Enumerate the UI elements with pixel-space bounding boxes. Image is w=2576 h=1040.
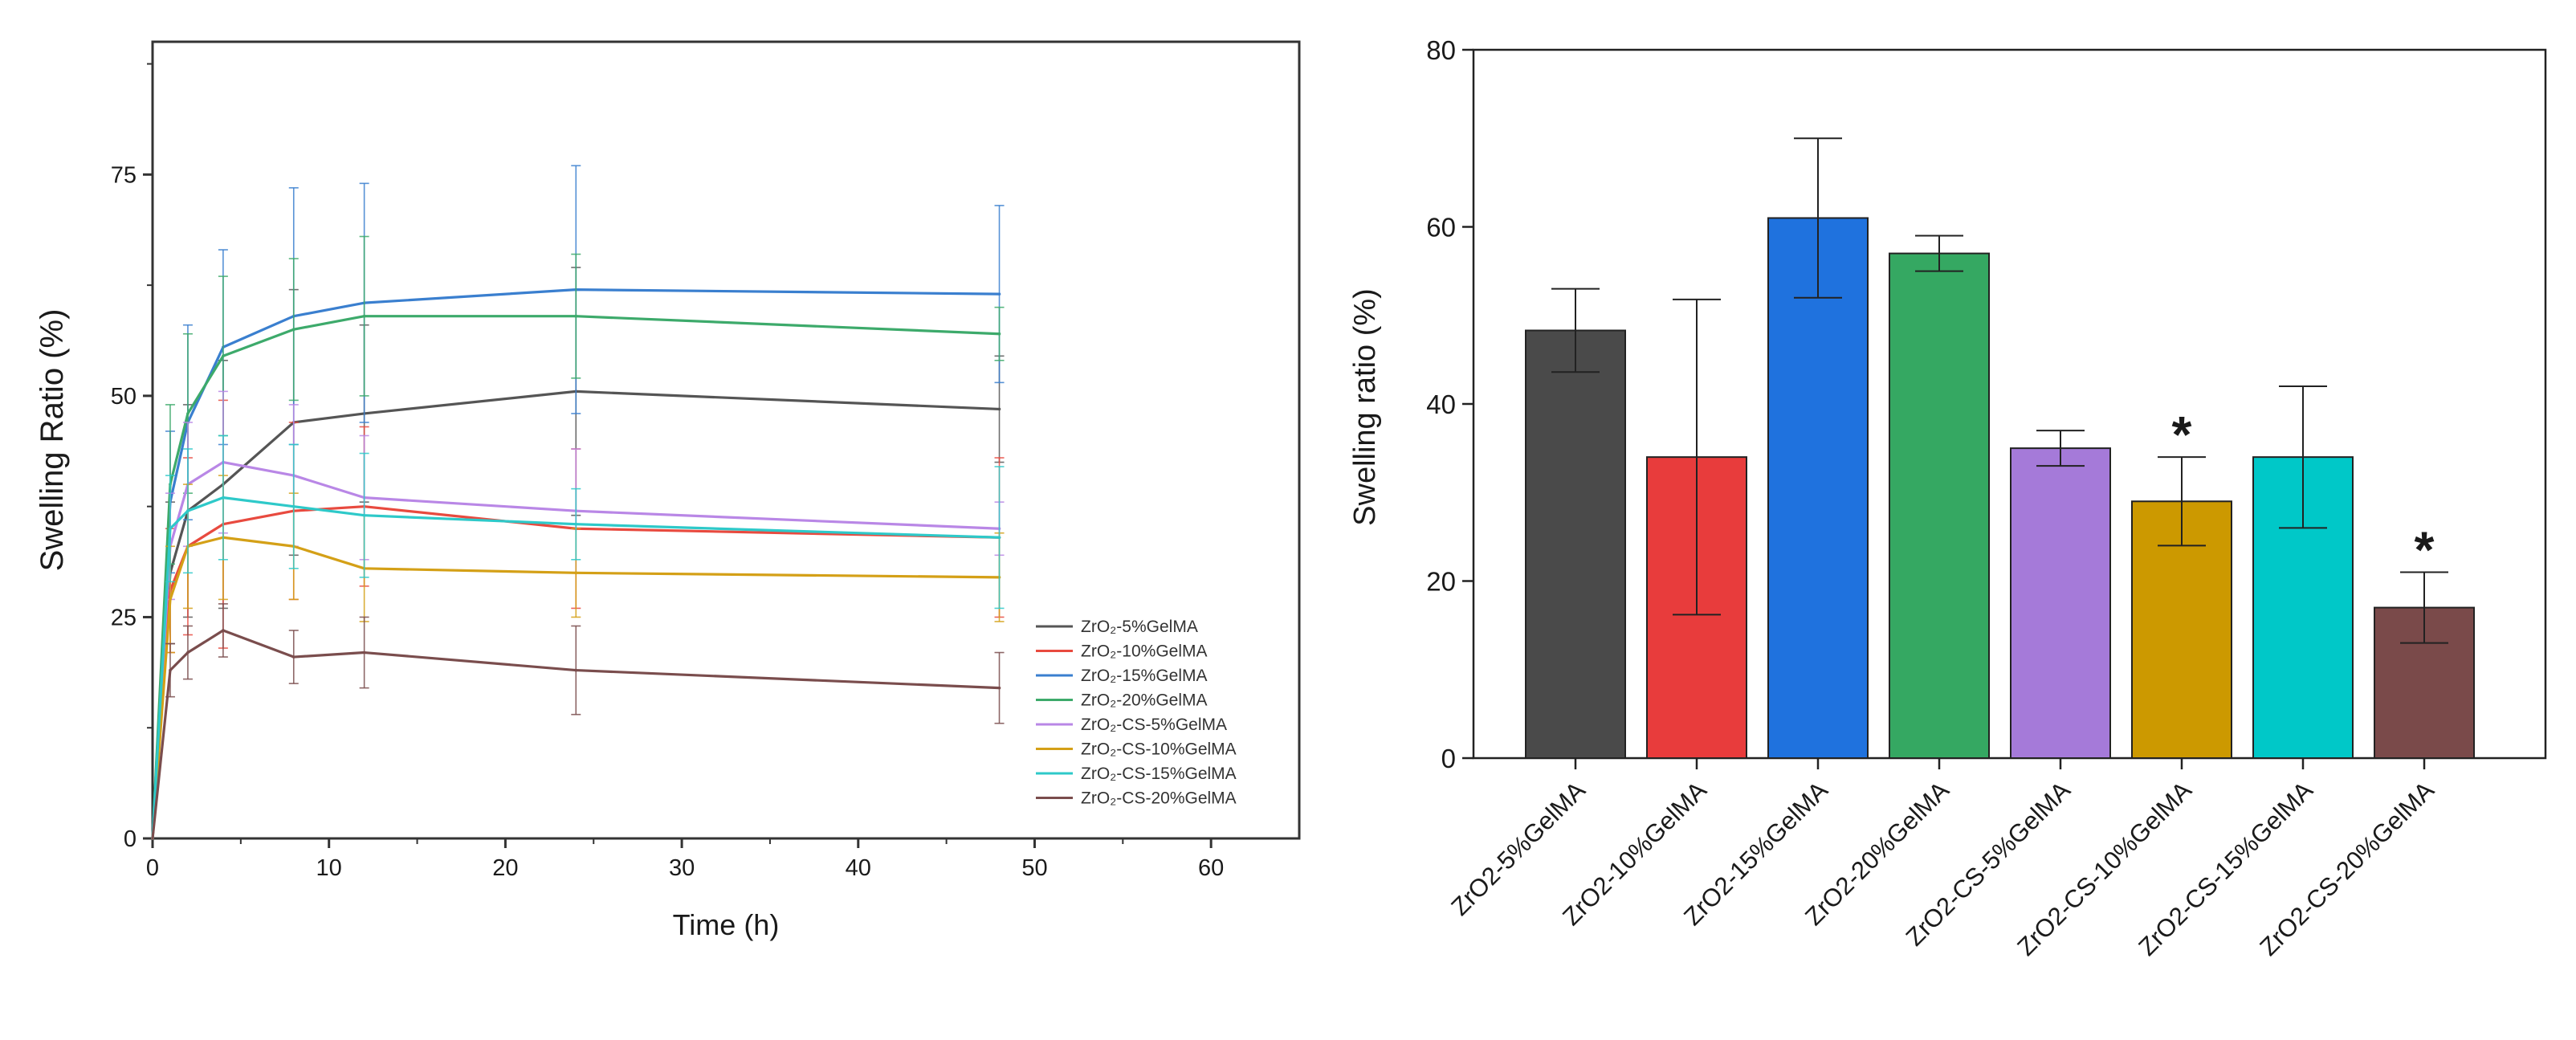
data-point — [997, 407, 1001, 411]
line-chart-x-axis-label: Time (h) — [673, 908, 780, 941]
series-7 — [151, 434, 1005, 840]
y-tick-label: 0 — [1441, 744, 1456, 773]
y-tick-label: 40 — [1426, 389, 1456, 419]
legend-label: ZrO₂-CS-10%GelMA — [1081, 740, 1237, 759]
series-2 — [151, 399, 1005, 840]
legend-label: ZrO₂-5%GelMA — [1081, 618, 1198, 636]
data-point — [186, 412, 190, 415]
series-line — [151, 629, 1000, 839]
y-tick-label: 0 — [124, 826, 137, 852]
x-tick-label: 10 — [316, 855, 342, 881]
y-tick-label: 50 — [111, 384, 137, 410]
x-tick-label: 0 — [146, 855, 159, 881]
legend-label: ZrO₂-CS-5%GelMA — [1081, 716, 1227, 734]
y-tick-label: 20 — [1426, 567, 1456, 597]
data-point — [362, 314, 366, 318]
data-point — [186, 651, 190, 655]
y-tick-label: 25 — [111, 605, 137, 630]
bar — [2010, 447, 2111, 759]
significance-star: * — [2415, 520, 2435, 578]
data-point — [291, 655, 296, 659]
data-point — [574, 314, 578, 318]
y-tick-label: 75 — [111, 162, 137, 188]
line-chart-series — [151, 165, 1005, 840]
series-line — [151, 460, 1000, 839]
bar — [1525, 329, 1626, 759]
data-point — [574, 571, 578, 575]
bar-chart: 0 20 40 60 80 ZrO2-5%GelMAZrO2-10%GelMAZrO2-… — [1348, 35, 2547, 961]
data-point — [222, 354, 225, 358]
significance-star: * — [2172, 406, 2192, 463]
data-point — [169, 668, 172, 672]
legend-label: ZrO₂-10%GelMA — [1081, 642, 1208, 661]
data-point — [291, 328, 296, 332]
data-point — [997, 536, 1001, 540]
y-tick-label: 80 — [1426, 35, 1456, 65]
legend-label: ZrO₂-20%GelMA — [1081, 691, 1208, 710]
legend-label: ZrO₂-CS-15%GelMA — [1081, 765, 1237, 783]
bar — [1767, 217, 1869, 760]
data-point — [151, 837, 154, 840]
data-point — [362, 513, 366, 517]
line-chart-y-axis-label: Swelling Ratio (%) — [35, 309, 70, 572]
line-chart-axes: 0 10 20 30 40 50 60 0 25 50 75 — [111, 63, 1224, 881]
series-line — [151, 505, 1000, 839]
data-point — [997, 686, 1001, 690]
data-point — [169, 527, 172, 531]
x-tick-label: 20 — [492, 855, 518, 881]
line-chart-frame — [151, 40, 1301, 840]
x-tick-label: 60 — [1198, 855, 1224, 881]
data-point — [169, 597, 172, 602]
x-tick-label: 50 — [1021, 855, 1047, 881]
data-point — [222, 629, 225, 632]
line-chart: 0 10 20 30 40 50 60 0 25 50 75 Time (h) Swelling R… — [35, 40, 1301, 941]
data-point — [222, 496, 225, 500]
series-4 — [151, 235, 1005, 840]
series-3 — [151, 165, 1005, 840]
series-line — [151, 536, 1000, 839]
data-point — [362, 651, 366, 655]
series-6 — [151, 475, 1005, 840]
x-tick-label: 40 — [846, 855, 871, 881]
data-point — [574, 668, 578, 672]
data-point — [997, 332, 1001, 336]
bar-chart-y-axis-label: Swelling ratio (%) — [1348, 288, 1382, 526]
series-line — [151, 288, 1000, 839]
legend-label: ZrO₂-15%GelMA — [1081, 667, 1208, 685]
bar-chart-bars: ZrO2-5%GelMAZrO2-10%GelMAZrO2-15%GelMAZr… — [1445, 137, 2475, 961]
data-point — [997, 292, 1001, 296]
series-5 — [151, 390, 1005, 840]
bar — [1889, 252, 1990, 759]
y-tick-label: 60 — [1426, 213, 1456, 243]
series-line — [151, 315, 1000, 839]
bar-chart-axes: 0 20 40 60 80 — [1426, 35, 2547, 773]
data-point — [291, 504, 296, 508]
series-line — [151, 496, 1000, 839]
series-1 — [151, 267, 1005, 840]
legend-label: ZrO₂-CS-20%GelMA — [1081, 789, 1237, 808]
series-8 — [151, 603, 1005, 840]
line-chart-legend: ZrO₂-5%GelMA ZrO₂-10%GelMA ZrO₂-15%GelMA Zr… — [1036, 618, 1237, 808]
data-point — [574, 522, 578, 526]
x-tick-label: 30 — [669, 855, 695, 881]
data-point — [186, 509, 190, 512]
series-line — [151, 389, 1000, 839]
